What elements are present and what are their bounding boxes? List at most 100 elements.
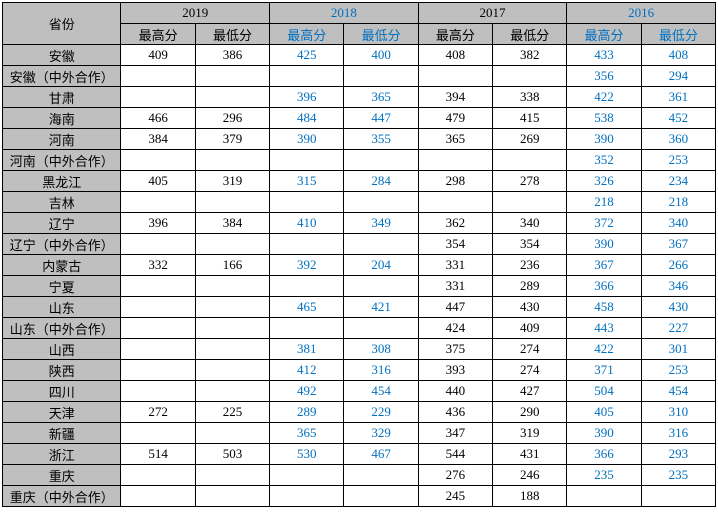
data-cell bbox=[270, 486, 344, 507]
year-header: 2016 bbox=[567, 3, 716, 24]
data-cell bbox=[121, 234, 195, 255]
province-cell: 海南 bbox=[3, 108, 121, 129]
data-cell: 366 bbox=[567, 444, 641, 465]
data-cell: 390 bbox=[567, 129, 641, 150]
province-cell: 重庆（中外合作） bbox=[3, 486, 121, 507]
data-cell: 316 bbox=[641, 423, 715, 444]
data-cell bbox=[493, 150, 567, 171]
data-cell: 290 bbox=[493, 402, 567, 423]
data-cell: 454 bbox=[641, 381, 715, 402]
province-cell: 内蒙古 bbox=[3, 255, 121, 276]
data-cell bbox=[121, 276, 195, 297]
data-cell: 503 bbox=[195, 444, 269, 465]
year-header: 2018 bbox=[270, 3, 419, 24]
data-cell: 379 bbox=[195, 129, 269, 150]
data-cell: 326 bbox=[567, 171, 641, 192]
data-cell bbox=[121, 192, 195, 213]
data-cell: 436 bbox=[418, 402, 492, 423]
data-cell: 349 bbox=[344, 213, 418, 234]
data-cell: 365 bbox=[344, 87, 418, 108]
data-cell: 396 bbox=[121, 213, 195, 234]
data-cell: 538 bbox=[567, 108, 641, 129]
table-row: 重庆（中外合作） 245188 bbox=[3, 486, 716, 507]
data-cell: 289 bbox=[493, 276, 567, 297]
province-cell: 河南 bbox=[3, 129, 121, 150]
data-cell bbox=[121, 423, 195, 444]
data-cell: 492 bbox=[270, 381, 344, 402]
data-cell bbox=[270, 150, 344, 171]
table-row: 河南（中外合作）352253 bbox=[3, 150, 716, 171]
province-cell: 山东（中外合作） bbox=[3, 318, 121, 339]
data-cell bbox=[344, 66, 418, 87]
table-row: 河南384379390355365269390360 bbox=[3, 129, 716, 150]
data-cell: 356 bbox=[567, 66, 641, 87]
data-cell: 454 bbox=[344, 381, 418, 402]
data-cell: 408 bbox=[641, 45, 715, 66]
data-cell: 354 bbox=[418, 234, 492, 255]
data-cell: 372 bbox=[567, 213, 641, 234]
table-row: 山东465421447430458430 bbox=[3, 297, 716, 318]
data-cell bbox=[344, 192, 418, 213]
data-cell bbox=[121, 339, 195, 360]
data-cell: 415 bbox=[493, 108, 567, 129]
data-cell bbox=[121, 360, 195, 381]
data-cell: 424 bbox=[418, 318, 492, 339]
data-cell bbox=[121, 465, 195, 486]
data-cell: 218 bbox=[567, 192, 641, 213]
data-cell: 235 bbox=[567, 465, 641, 486]
data-cell: 466 bbox=[121, 108, 195, 129]
table-row: 安徽（中外合作）356294 bbox=[3, 66, 716, 87]
sub-header: 最低分 bbox=[344, 24, 418, 45]
province-cell: 四川 bbox=[3, 381, 121, 402]
table-row: 山东（中外合作）424409443227 bbox=[3, 318, 716, 339]
data-cell: 465 bbox=[270, 297, 344, 318]
data-cell: 319 bbox=[195, 171, 269, 192]
province-cell: 浙江 bbox=[3, 444, 121, 465]
data-cell: 365 bbox=[418, 129, 492, 150]
data-cell bbox=[344, 276, 418, 297]
data-cell: 227 bbox=[641, 318, 715, 339]
data-cell: 394 bbox=[418, 87, 492, 108]
data-cell: 293 bbox=[641, 444, 715, 465]
data-cell bbox=[567, 486, 641, 507]
data-cell bbox=[121, 381, 195, 402]
table-row: 辽宁396384410349362340372340 bbox=[3, 213, 716, 234]
data-cell bbox=[195, 66, 269, 87]
data-cell: 354 bbox=[493, 234, 567, 255]
data-cell: 332 bbox=[121, 255, 195, 276]
data-cell: 384 bbox=[121, 129, 195, 150]
data-cell: 218 bbox=[641, 192, 715, 213]
data-cell bbox=[270, 66, 344, 87]
data-cell: 188 bbox=[493, 486, 567, 507]
data-cell: 245 bbox=[418, 486, 492, 507]
data-cell: 266 bbox=[641, 255, 715, 276]
province-cell: 河南（中外合作） bbox=[3, 150, 121, 171]
data-cell: 289 bbox=[270, 402, 344, 423]
data-cell: 166 bbox=[195, 255, 269, 276]
data-cell bbox=[195, 150, 269, 171]
province-cell: 宁夏 bbox=[3, 276, 121, 297]
data-cell: 452 bbox=[641, 108, 715, 129]
province-cell: 山东 bbox=[3, 297, 121, 318]
data-cell: 367 bbox=[567, 255, 641, 276]
data-cell: 340 bbox=[493, 213, 567, 234]
table-row: 辽宁（中外合作）354354390367 bbox=[3, 234, 716, 255]
data-cell: 298 bbox=[418, 171, 492, 192]
data-cell bbox=[195, 381, 269, 402]
data-cell bbox=[195, 465, 269, 486]
data-cell: 409 bbox=[493, 318, 567, 339]
data-cell: 355 bbox=[344, 129, 418, 150]
data-cell bbox=[270, 192, 344, 213]
table-header: 省份2019201820172016 最高分最低分最高分最低分最高分最低分最高分… bbox=[3, 3, 716, 45]
data-cell: 409 bbox=[121, 45, 195, 66]
data-cell: 204 bbox=[344, 255, 418, 276]
data-cell: 347 bbox=[418, 423, 492, 444]
data-cell bbox=[195, 486, 269, 507]
table-row: 甘肃396365394338422361 bbox=[3, 87, 716, 108]
data-cell bbox=[195, 360, 269, 381]
data-cell: 274 bbox=[493, 360, 567, 381]
data-cell: 360 bbox=[641, 129, 715, 150]
table-row: 海南466296484447479415538452 bbox=[3, 108, 716, 129]
data-cell: 427 bbox=[493, 381, 567, 402]
table-row: 四川492454440427504454 bbox=[3, 381, 716, 402]
